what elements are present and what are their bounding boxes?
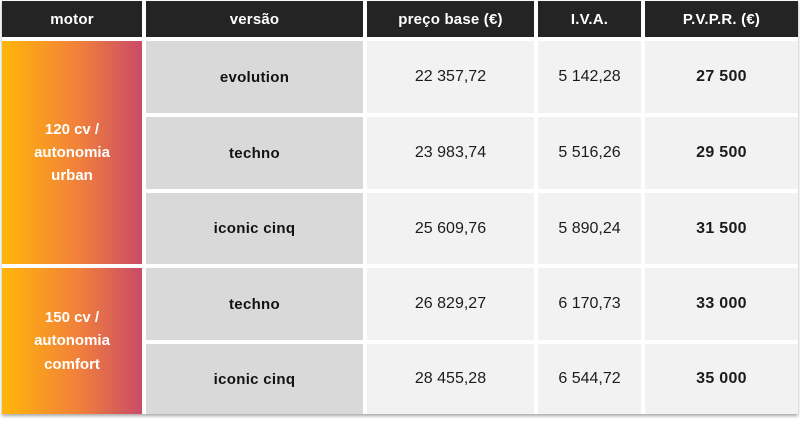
price-table: motor versão preço base (€) I.V.A. P.V.P… [2, 1, 798, 414]
header-versao: versão [146, 1, 363, 37]
preco-base-cell: 23 983,74 [367, 117, 534, 189]
preco-base-cell: 28 455,28 [367, 344, 534, 414]
preco-base-cell: 25 609,76 [367, 193, 534, 264]
motor-group-150cv: 150 cv / autonomia comfort [2, 268, 142, 414]
iva-cell: 6 170,73 [538, 268, 641, 340]
preco-base-cell: 26 829,27 [367, 268, 534, 340]
versao-cell: techno [146, 117, 363, 189]
versao-cell: iconic cinq [146, 344, 363, 414]
iva-cell: 5 516,26 [538, 117, 641, 189]
header-motor: motor [2, 1, 142, 37]
versao-cell: evolution [146, 41, 363, 113]
iva-cell: 5 890,24 [538, 193, 641, 264]
pvpr-cell: 27 500 [645, 41, 798, 113]
pvpr-cell: 31 500 [645, 193, 798, 264]
versao-cell: techno [146, 268, 363, 340]
header-iva: I.V.A. [538, 1, 641, 37]
pvpr-cell: 35 000 [645, 344, 798, 414]
versao-cell: iconic cinq [146, 193, 363, 264]
pvpr-cell: 29 500 [645, 117, 798, 189]
header-preco-base: preço base (€) [367, 1, 534, 37]
motor-group-120cv: 120 cv / autonomia urban [2, 41, 142, 264]
preco-base-cell: 22 357,72 [367, 41, 534, 113]
pvpr-cell: 33 000 [645, 268, 798, 340]
iva-cell: 5 142,28 [538, 41, 641, 113]
header-pvpr: P.V.P.R. (€) [645, 1, 798, 37]
iva-cell: 6 544,72 [538, 344, 641, 414]
